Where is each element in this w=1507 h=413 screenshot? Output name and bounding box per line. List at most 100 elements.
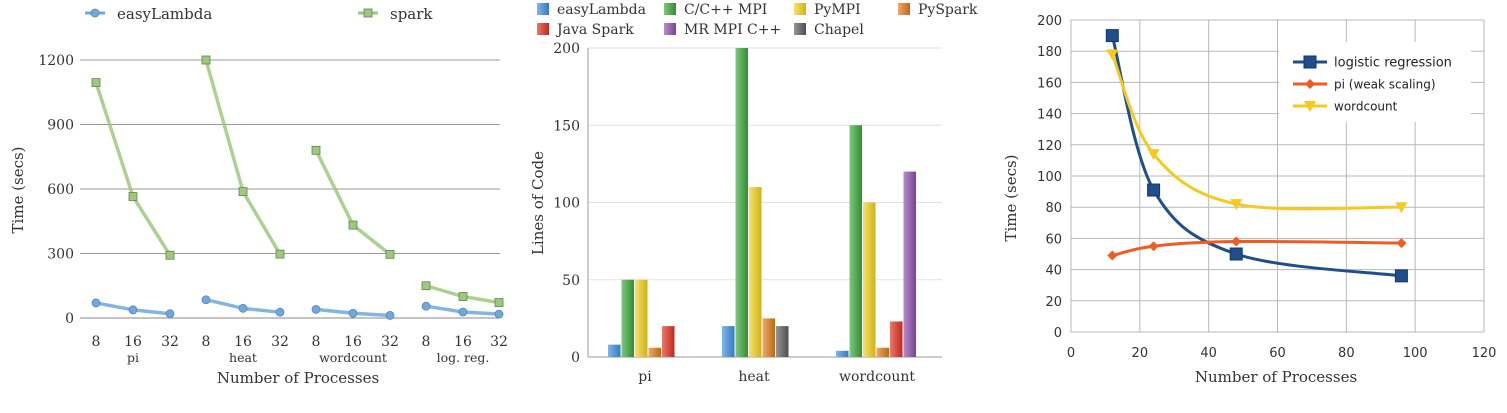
chart2-bar <box>648 347 661 357</box>
chart1-x-axis-label: Number of Processes <box>217 369 379 387</box>
chart2-bar <box>890 321 903 357</box>
chart3-x-tick-label: 60 <box>1269 346 1286 361</box>
chart1-point <box>311 145 321 155</box>
chart1-x-tick-label: 16 <box>344 334 362 350</box>
chart2-legend-label: Java Spark <box>555 22 634 38</box>
chart2-bar <box>876 347 889 357</box>
chart2-y-tick-label: 0 <box>571 350 580 366</box>
chart2-legend-label: PySpark <box>918 2 978 18</box>
chart3-point <box>1148 241 1159 252</box>
chart1-series-lines <box>94 59 500 318</box>
chart3-point <box>1106 49 1119 61</box>
chart2-bar <box>863 202 876 357</box>
chart3-series-lines <box>1110 35 1402 278</box>
chart3-y-tick-label: 60 <box>1045 232 1062 247</box>
chart1-point <box>201 55 211 65</box>
chart2-y-tick-label: 100 <box>553 196 580 212</box>
chart1-point <box>494 309 504 319</box>
chart3-legend-marker <box>1304 101 1316 112</box>
chart3-x-axis-label: Number of Processes <box>1195 368 1357 386</box>
chart1-x-tick-label: 32 <box>381 334 399 350</box>
chart3-legend-label: wordcount <box>1334 100 1398 114</box>
chart2-y-axis-label: Lines of Code <box>529 151 547 255</box>
chart1-x-tick-label: 8 <box>92 334 101 350</box>
chart1-point <box>458 307 468 317</box>
chart1-legend-marker <box>90 8 100 18</box>
chart1-x-tick-label: 16 <box>454 334 472 350</box>
chart3-y-tick-label: 120 <box>1037 139 1062 154</box>
chart3-legend-label: logistic regression <box>1334 56 1452 71</box>
chart2-gridlines <box>587 47 942 358</box>
chart2-bar <box>722 326 735 357</box>
chart3-gridlines <box>1070 19 1485 333</box>
chart1-x-tick-label: 8 <box>312 334 321 350</box>
chart2-y-tick-label: 50 <box>562 273 580 289</box>
chart1-legend: easyLambda spark <box>85 5 433 23</box>
chart3-plot-frame <box>1070 19 1485 333</box>
chart2-category-label: wordcount <box>839 369 915 385</box>
chart1-point <box>275 249 285 259</box>
chart3-point <box>1396 238 1407 249</box>
chart1-y-ticks: 0 300 600 900 1200 <box>38 53 74 327</box>
chart3-legend-label: pi (weak scaling) <box>1334 78 1436 92</box>
chart-process-time-comparison: easyLambda spark 0 300 600 900 1200 8 16 32 8 16 3… <box>9 5 508 387</box>
chart1-legend-label: spark <box>390 5 433 23</box>
chart2-bar <box>762 318 775 357</box>
chart2-legend-label: MR MPI C++ <box>684 22 781 38</box>
chart2-legend-label: easyLambda <box>557 2 646 18</box>
chart3-legend: logistic regression pi (weak scaling) word… <box>1279 42 1471 122</box>
chart2-bar <box>836 350 849 357</box>
chart1-point <box>238 187 248 196</box>
chart1-y-tick-label: 300 <box>47 247 74 263</box>
chart2-bar <box>749 187 762 357</box>
chart2-y-tick-label: 150 <box>553 118 580 134</box>
chart2-legend-label: Chapel <box>814 22 864 38</box>
chart1-x-tick-label: 8 <box>422 334 431 350</box>
chart3-series-line <box>1111 239 1402 258</box>
chart2-bars <box>608 48 916 357</box>
chart1-x-ticks: 8 16 32 8 16 32 8 16 32 8 16 32 <box>92 334 508 350</box>
chart2-legend: easyLambda Java Spark C/C++ MPI MR MPI C++ P… <box>537 2 978 38</box>
chart2-legend-swatch <box>794 23 806 35</box>
chart3-point <box>1229 247 1243 261</box>
chart3-y-tick-label: 160 <box>1037 76 1062 91</box>
chart1-point <box>165 250 175 260</box>
chart1-series-line <box>94 82 172 257</box>
chart1-point <box>165 309 175 319</box>
chart2-legend-label: C/C++ MPI <box>684 2 767 18</box>
chart3-x-tick-label: 80 <box>1338 346 1355 361</box>
chart2-bar <box>635 279 648 357</box>
chart2-legend-swatch <box>537 23 549 35</box>
chart2-legend-swatch <box>664 23 676 35</box>
chart1-x-tick-label: 32 <box>271 334 289 350</box>
chart1-point <box>348 308 358 318</box>
chart3-y-tick-label: 40 <box>1045 264 1062 279</box>
chart3-point <box>1147 149 1160 161</box>
chart1-point <box>238 303 248 313</box>
chart1-y-axis-label: Time (secs) <box>9 146 27 233</box>
chart1-point <box>91 298 101 308</box>
chart1-x-tick-label: 32 <box>490 334 508 350</box>
chart2-y-tick-label: 200 <box>553 41 580 57</box>
chart2-legend-swatch <box>794 3 806 15</box>
chart1-series-line <box>204 59 282 256</box>
chart1-point <box>348 220 358 230</box>
chart3-point <box>1395 202 1408 214</box>
chart2-bar <box>662 326 675 357</box>
chart3-y-axis-label: Time (secs) <box>1002 154 1020 241</box>
chart2-bar <box>849 125 862 357</box>
chart3-legend-marker <box>1303 55 1317 69</box>
chart2-legend-swatch <box>537 3 549 15</box>
chart3-point <box>1231 236 1242 247</box>
chart3-point <box>1107 250 1118 261</box>
chart3-x-tick-label: 40 <box>1200 346 1217 361</box>
chart1-legend-label: easyLambda <box>117 5 212 23</box>
chart3-y-tick-label: 140 <box>1037 108 1062 123</box>
chart3-series-line <box>1110 53 1402 211</box>
chart3-y-tick-label: 100 <box>1037 170 1062 185</box>
chart3-x-tick-label: 100 <box>1403 346 1428 361</box>
chart1-y-tick-label: 900 <box>47 118 74 134</box>
chart1-x-tick-label: 16 <box>234 334 252 350</box>
chart1-y-tick-label: 600 <box>47 182 74 198</box>
chart2-legend-label: PyMPI <box>814 2 861 18</box>
